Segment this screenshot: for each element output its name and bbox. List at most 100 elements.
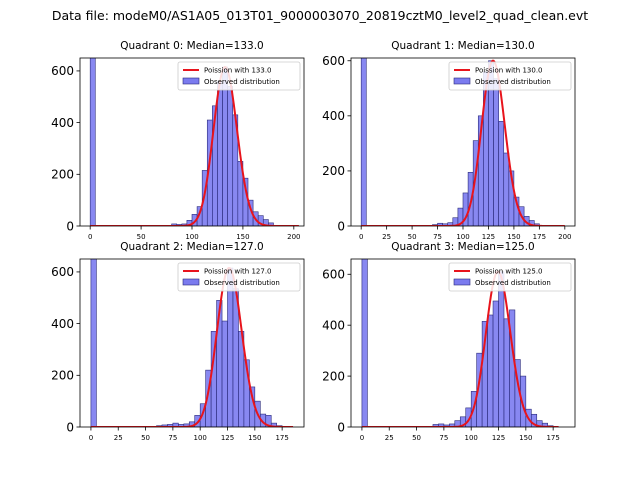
legend-bar-swatch xyxy=(182,77,200,85)
x-tick-label: 200 xyxy=(558,233,571,241)
hist-bar-zero xyxy=(361,259,368,427)
poisson-fit-line xyxy=(361,270,559,427)
hist-bar-zero xyxy=(90,259,97,427)
x-tick-label: 0 xyxy=(359,233,363,241)
x-tick-label: 125 xyxy=(482,233,495,241)
panel-title: Quadrant 0: Median=133.0 xyxy=(120,40,263,52)
legend-label-fit: Poission with 125.0 xyxy=(475,268,543,276)
x-tick-label: 0 xyxy=(88,233,92,241)
x-tick-label: 150 xyxy=(507,233,520,241)
hist-bar xyxy=(498,121,505,226)
x-tick-label: 50 xyxy=(412,434,421,442)
legend-label-fit: Poission with 127.0 xyxy=(204,268,272,276)
hist-bar xyxy=(493,78,499,226)
panel-3: Quadrant 3: Median=125.0 0 200 400 600 0 25 50 7… xyxy=(322,241,576,442)
hist-bar xyxy=(268,222,274,226)
x-tick-label: 125 xyxy=(492,434,505,442)
y-tick-label: 200 xyxy=(51,168,74,182)
plot-area xyxy=(360,58,565,226)
y-tick-label: 0 xyxy=(66,219,74,233)
x-tick-label: 100 xyxy=(185,233,198,241)
hist-bar xyxy=(520,375,527,427)
x-tick-label: 25 xyxy=(385,434,394,442)
x-tick-label: 50 xyxy=(408,233,417,241)
x-tick-label: 100 xyxy=(456,233,469,241)
y-tick-label: 0 xyxy=(66,420,74,434)
y-tick-label: 400 xyxy=(51,317,74,331)
hist-bar xyxy=(221,320,228,427)
x-tick-label: 175 xyxy=(275,434,288,442)
legend-label-fit: Poission with 133.0 xyxy=(204,67,272,75)
hist-bar-zero xyxy=(360,58,367,226)
legend-label-fit: Poission with 130.0 xyxy=(475,67,543,75)
x-tick-label: 50 xyxy=(137,233,146,241)
plot-area xyxy=(361,259,559,427)
hist-bar xyxy=(541,422,548,427)
x-tick-label: 0 xyxy=(89,434,93,442)
panel-title: Quadrant 1: Median=130.0 xyxy=(391,40,534,52)
legend: Poission with 127.0 Observed distribution xyxy=(177,262,301,292)
x-tick-label: 150 xyxy=(236,233,249,241)
legend-bar-swatch xyxy=(182,278,200,286)
poisson-fit-line xyxy=(90,66,299,226)
hist-bar xyxy=(503,318,510,427)
panel-1: Quadrant 1: Median=130.0 0 200 400 600 0 25 50 7… xyxy=(322,40,576,241)
panel-title: Quadrant 3: Median=125.0 xyxy=(391,241,534,253)
legend-label-observed: Observed distribution xyxy=(204,78,280,86)
legend-label-observed: Observed distribution xyxy=(475,279,551,287)
legend-bar-swatch xyxy=(453,278,471,286)
legend: Poission with 133.0 Observed distribution xyxy=(177,61,301,91)
x-tick-label: 150 xyxy=(519,434,532,442)
y-tick-label: 200 xyxy=(51,369,74,383)
figure-suptitle: Data file: modeM0/AS1A05_013T01_90000030… xyxy=(52,8,588,23)
panel-2: Quadrant 2: Median=127.0 0 200 400 600 0 25 50 7… xyxy=(51,241,305,442)
x-tick-label: 150 xyxy=(248,434,261,442)
hist-bar xyxy=(227,267,234,427)
hist-bar xyxy=(487,314,494,427)
y-tick-label: 200 xyxy=(322,369,345,383)
hist-bar xyxy=(503,152,510,226)
y-tick-label: 0 xyxy=(337,420,345,434)
x-tick-label: 75 xyxy=(439,434,448,442)
x-tick-label: 175 xyxy=(533,233,546,241)
hist-bar xyxy=(232,288,239,427)
plot-area xyxy=(89,58,299,226)
y-tick-label: 0 xyxy=(337,219,345,233)
panel-title: Quadrant 2: Median=127.0 xyxy=(120,241,263,253)
poisson-fit-line xyxy=(90,267,294,427)
x-tick-label: 125 xyxy=(221,434,234,442)
hist-bar-zero xyxy=(89,58,96,226)
hist-bar xyxy=(498,271,505,427)
legend-label-observed: Observed distribution xyxy=(475,78,551,86)
y-tick-label: 400 xyxy=(322,318,345,332)
y-tick-label: 400 xyxy=(51,116,74,130)
legend: Poission with 130.0 Observed distribution xyxy=(448,61,572,91)
axes-frame xyxy=(79,258,305,428)
x-tick-label: 75 xyxy=(168,434,177,442)
x-tick-label: 50 xyxy=(141,434,150,442)
hist-bar xyxy=(265,415,272,427)
x-tick-label: 75 xyxy=(433,233,442,241)
y-tick-label: 600 xyxy=(322,268,345,282)
axes-frame xyxy=(350,258,576,428)
x-tick-label: 0 xyxy=(360,434,364,442)
panel-0: Quadrant 0: Median=133.0 0 200 400 600 0 50 100… xyxy=(51,40,305,241)
x-tick-label: 25 xyxy=(382,233,391,241)
panels: Quadrant 0: Median=133.0 0 200 400 600 0 50 100… xyxy=(51,40,576,442)
hist-bar xyxy=(227,86,234,226)
y-tick-label: 600 xyxy=(51,265,74,279)
y-tick-label: 200 xyxy=(322,164,345,178)
x-tick-label: 25 xyxy=(114,434,123,442)
x-tick-label: 200 xyxy=(287,233,300,241)
x-tick-label: 175 xyxy=(546,434,559,442)
hist-bar xyxy=(492,300,499,427)
hist-bar xyxy=(217,80,223,226)
hist-bar xyxy=(222,66,228,226)
x-tick-label: 100 xyxy=(194,434,207,442)
legend-bar-swatch xyxy=(453,77,471,85)
hist-bar xyxy=(270,422,277,427)
y-tick-label: 600 xyxy=(322,54,345,68)
legend-label-observed: Observed distribution xyxy=(204,279,280,287)
y-tick-label: 600 xyxy=(51,64,74,78)
